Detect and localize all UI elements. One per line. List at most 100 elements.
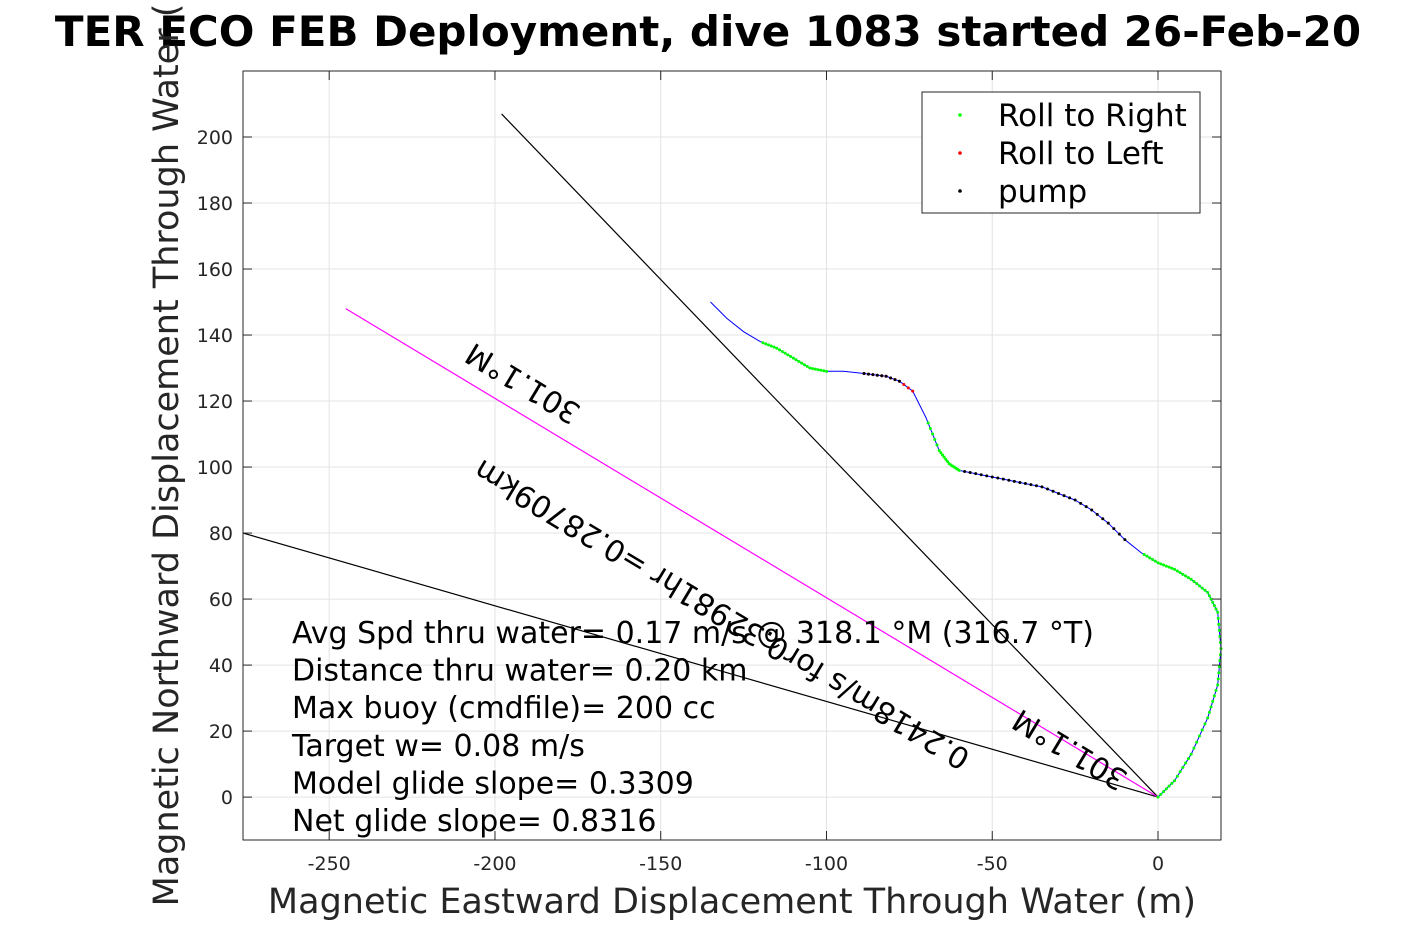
roll-right-point <box>1206 590 1210 594</box>
roll-right-point <box>1209 597 1213 601</box>
roll-right-point <box>1156 561 1160 565</box>
roll-right-point <box>1159 792 1163 796</box>
pump-point <box>974 472 978 476</box>
roll-right-point <box>1195 582 1199 586</box>
roll-right-point <box>1209 705 1213 709</box>
roll-right-point <box>947 462 951 466</box>
roll-right-point <box>1203 722 1207 726</box>
y-axis-label: Magnetic Northward Displacement Through … <box>147 4 187 907</box>
pump-point <box>985 474 989 478</box>
pump-point <box>1123 538 1127 542</box>
roll-right-point <box>761 341 765 345</box>
roll-right-point <box>772 345 776 349</box>
roll-right-point <box>1211 600 1215 604</box>
roll-right-point <box>800 361 804 365</box>
roll-right-point <box>1173 779 1177 783</box>
axis-ticks: -250 -200 -150 -100 -50 0 0 20 40 60 80 100 120 140 16… <box>197 71 1221 875</box>
y-tick-label: 40 <box>209 655 233 677</box>
y-tick-label: 60 <box>209 589 233 611</box>
roll-right-point <box>1181 572 1185 576</box>
roll-right-point <box>764 342 768 346</box>
pump-point <box>1106 521 1110 525</box>
roll-right-point <box>791 356 795 360</box>
x-tick-label: 0 <box>1152 853 1164 875</box>
pump-point <box>1112 527 1116 531</box>
roll-right-point <box>789 354 793 358</box>
pump-point <box>1034 484 1038 488</box>
stat-line: Distance thru water= 0.20 km <box>292 654 747 689</box>
roll-right-point <box>944 457 948 461</box>
pump-point <box>963 469 967 473</box>
plot-frame <box>242 70 1222 841</box>
roll-right-point <box>1162 563 1166 567</box>
roll-right-point <box>1145 554 1149 558</box>
direction-line <box>345 308 1159 798</box>
y-tick-label: 200 <box>197 127 233 149</box>
roll-right-point <box>1167 784 1171 788</box>
roll-right-point <box>1217 622 1221 626</box>
pump-point <box>875 373 879 377</box>
roll-right-point <box>928 427 932 431</box>
pump-point <box>979 473 983 477</box>
roll-left-point <box>906 386 910 390</box>
roll-right-point <box>1178 770 1182 774</box>
y-tick-label: 140 <box>197 325 233 347</box>
pump-point <box>1084 505 1088 509</box>
reference-lines <box>242 113 1159 798</box>
pump-point <box>1040 485 1044 489</box>
y-tick-label: 100 <box>197 457 233 479</box>
pump-point <box>968 471 972 475</box>
roll-left-point <box>911 389 915 393</box>
pump-point <box>880 374 884 378</box>
roll-right-point <box>1181 765 1185 769</box>
roll-right-point <box>1192 579 1196 583</box>
legend-marker <box>958 189 962 193</box>
y-tick-label: 160 <box>197 259 233 281</box>
roll-right-point <box>797 359 801 363</box>
pump-point <box>1023 482 1027 486</box>
roll-right-point <box>780 350 784 354</box>
roll-right-point <box>1214 688 1218 692</box>
roll-right-point <box>1200 586 1204 590</box>
roll-right-point <box>1206 716 1210 720</box>
roll-right-point <box>931 432 935 436</box>
stats-box: Avg Spd thru water= 0.17 m/s @ 318.1 °M … <box>291 616 1094 839</box>
roll-right-point <box>1216 677 1220 681</box>
pump-point <box>1101 517 1105 521</box>
stat-line: Model glide slope= 0.3309 <box>292 766 694 801</box>
roll-right-point <box>1189 577 1193 581</box>
pump-point <box>1018 480 1022 484</box>
roll-right-point <box>1217 628 1221 632</box>
roll-right-point <box>769 344 773 348</box>
pump-point <box>862 372 866 376</box>
x-tick-label: -150 <box>639 853 682 875</box>
roll-right-point <box>794 358 798 362</box>
roll-right-point <box>941 453 945 457</box>
roll-right-point <box>1186 576 1190 580</box>
roll-right-point <box>1164 787 1168 791</box>
stat-line: Net glide slope= 0.8316 <box>292 804 656 839</box>
roll-right-point <box>1216 683 1220 687</box>
roll-right-point <box>786 353 790 357</box>
roll-right-point <box>822 369 826 373</box>
pump-point <box>1090 508 1094 512</box>
roll-right-point <box>1212 604 1216 608</box>
roll-right-point <box>1148 556 1152 560</box>
roll-right-point <box>1175 569 1179 573</box>
pump-point <box>893 378 897 382</box>
roll-right-point <box>1175 774 1179 778</box>
pump-point <box>1051 489 1055 493</box>
roll-right-point <box>1195 740 1199 744</box>
roll-right-point <box>811 367 815 371</box>
pump-point <box>1029 483 1033 487</box>
y-tick-label: 120 <box>197 391 233 413</box>
legend-marker <box>958 113 962 117</box>
roll-right-point <box>945 460 949 464</box>
pump-point <box>1079 501 1083 505</box>
roll-right-point <box>1150 557 1154 561</box>
roll-right-point <box>1184 574 1188 578</box>
pump-point <box>1095 512 1099 516</box>
x-tick-label: -50 <box>977 853 1008 875</box>
roll-right-point <box>1214 607 1218 611</box>
